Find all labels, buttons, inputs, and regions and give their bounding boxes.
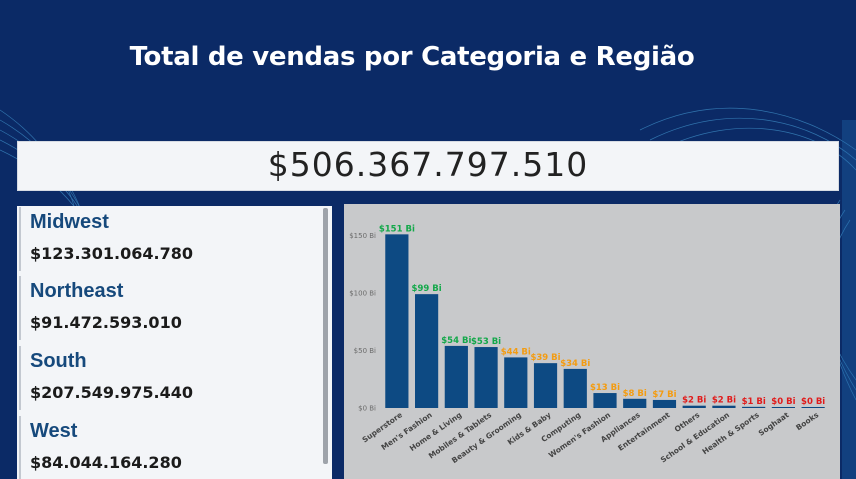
data-label: $54 Bi [441,336,471,346]
bar[interactable] [415,294,439,408]
bar[interactable] [385,234,409,408]
data-label: $7 Bi [652,390,676,400]
data-label: $34 Bi [560,359,590,369]
region-name: Midwest [30,211,109,233]
bar[interactable] [623,398,647,408]
bar[interactable] [771,407,795,408]
bar[interactable] [712,405,736,408]
category-label: Books [794,410,820,432]
total-sales-value: $506.367.797.510 [267,145,589,184]
bar[interactable] [533,363,558,408]
y-tick-label: $50 Bi [354,347,376,355]
bar[interactable] [563,368,587,408]
region-item-midwest[interactable]: Midwest $123.301.064.780 [19,207,321,271]
bar-chart-svg: $0 Bi$50 Bi$100 Bi$150 Bi$151 BiSupersto… [349,224,825,465]
data-label: $99 Bi [412,284,442,294]
data-label: $39 Bi [530,353,560,363]
data-label: $13 Bi [590,383,620,393]
data-label: $53 Bi [471,337,501,347]
bar[interactable] [474,347,498,408]
data-label: $0 Bi [771,397,795,407]
page-title: Total de vendas por Categoria e Região [129,42,695,72]
region-value: $84.044.164.280 [30,453,182,472]
region-value: $207.549.975.440 [30,383,193,402]
data-label: $2 Bi [712,396,736,406]
sales-by-category-chart: $0 Bi $50 Bi $100 Bi $150 Bi $151 Bi Supersto… [344,204,840,479]
data-label: $0 Bi [801,397,825,407]
data-label: $151 Bi [379,224,415,234]
region-name: South [30,350,87,372]
category-label: Men's Fashion [380,410,434,452]
y-tick-label: $150 Bi [349,232,376,240]
data-label: $1 Bi [742,397,766,407]
total-sales-card: $506.367.797.510 [17,141,839,191]
region-name: West [30,420,78,442]
category-label: Health & Sports [700,410,761,456]
region-value: $123.301.064.780 [30,244,193,263]
bar[interactable] [742,406,766,408]
region-list-scrollbar[interactable] [323,208,328,464]
region-value: $91.472.593.010 [30,313,182,332]
region-list[interactable]: Midwest $123.301.064.780 Northeast $91.4… [17,206,332,479]
bar[interactable] [593,393,617,408]
region-name: Northeast [30,280,124,302]
region-item-northeast[interactable]: Northeast $91.472.593.010 [19,276,321,340]
bar[interactable] [444,345,468,408]
region-item-west[interactable]: West $84.044.164.280 [19,416,321,479]
y-tick-label: $0 Bi [358,405,376,413]
bar[interactable] [504,357,528,408]
data-label: $2 Bi [682,396,706,406]
category-label: Entertainment [616,410,672,453]
data-label: $44 Bi [501,347,531,357]
bar[interactable] [801,407,825,408]
data-label: $8 Bi [623,389,647,399]
category-label: Soghaat [757,410,791,438]
bar[interactable] [682,405,706,408]
bar[interactable] [652,399,677,408]
y-tick-label: $100 Bi [349,290,376,298]
region-item-south[interactable]: South $207.549.975.440 [19,346,321,410]
